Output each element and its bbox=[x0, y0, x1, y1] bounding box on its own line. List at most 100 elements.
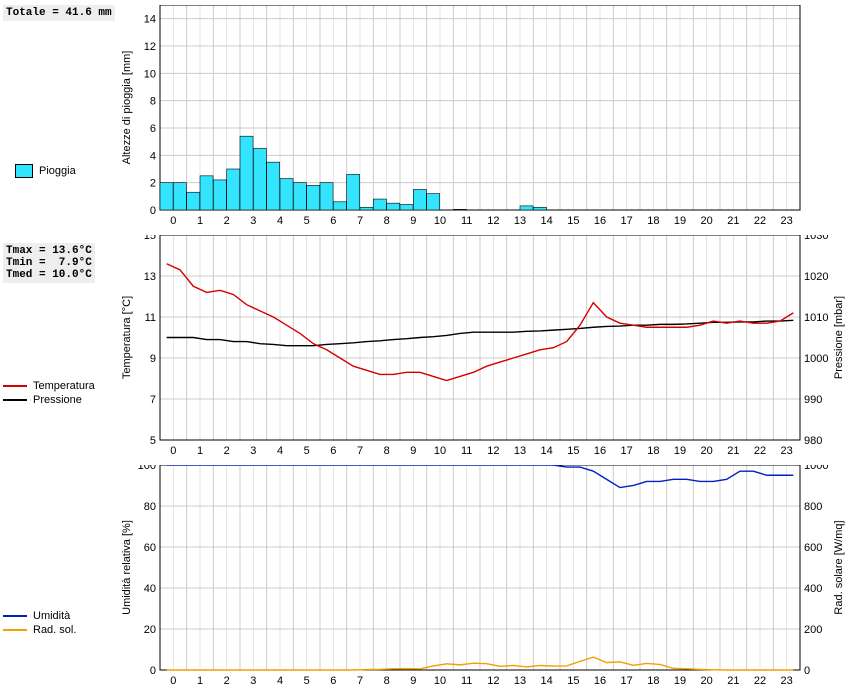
svg-text:4: 4 bbox=[277, 675, 283, 687]
svg-text:2: 2 bbox=[224, 675, 230, 687]
svg-text:40: 40 bbox=[144, 583, 156, 595]
svg-text:14: 14 bbox=[541, 675, 553, 687]
svg-text:0: 0 bbox=[170, 675, 176, 687]
svg-text:80: 80 bbox=[144, 501, 156, 513]
rain-total-label: Totale = 41.6 mm bbox=[3, 5, 115, 21]
svg-text:23: 23 bbox=[781, 675, 793, 687]
svg-text:Temperatura [°C]: Temperatura [°C] bbox=[121, 296, 133, 379]
svg-text:15: 15 bbox=[144, 235, 156, 242]
svg-text:5: 5 bbox=[304, 675, 310, 687]
svg-text:16: 16 bbox=[594, 215, 606, 227]
svg-text:13: 13 bbox=[144, 271, 156, 283]
svg-text:22: 22 bbox=[754, 215, 766, 227]
svg-text:800: 800 bbox=[804, 501, 822, 513]
svg-text:0: 0 bbox=[170, 445, 176, 457]
svg-text:400: 400 bbox=[804, 583, 822, 595]
svg-text:10: 10 bbox=[434, 215, 446, 227]
svg-text:20: 20 bbox=[701, 445, 713, 457]
svg-text:9: 9 bbox=[410, 675, 416, 687]
svg-text:11: 11 bbox=[461, 445, 472, 457]
svg-text:21: 21 bbox=[727, 675, 739, 687]
svg-text:10: 10 bbox=[144, 68, 156, 80]
svg-text:13: 13 bbox=[514, 445, 526, 457]
svg-text:10: 10 bbox=[434, 445, 446, 457]
svg-text:20: 20 bbox=[701, 675, 713, 687]
svg-text:4: 4 bbox=[277, 215, 283, 227]
svg-text:2: 2 bbox=[224, 215, 230, 227]
svg-text:12: 12 bbox=[487, 445, 499, 457]
svg-text:200: 200 bbox=[804, 624, 822, 636]
svg-text:Rad. solare [W/mq]: Rad. solare [W/mq] bbox=[833, 520, 845, 614]
legend-group-humidity-rad: Umidità Rad. sol. bbox=[3, 608, 76, 638]
svg-text:4: 4 bbox=[150, 150, 156, 162]
svg-text:18: 18 bbox=[647, 445, 659, 457]
rain-total-info-box: Totale = 41.6 mm bbox=[3, 5, 115, 21]
svg-text:18: 18 bbox=[647, 215, 659, 227]
temp-stats-label: Tmax = 13.6°C Tmin = 7.9°C Tmed = 10.0°C bbox=[3, 243, 95, 283]
svg-text:8: 8 bbox=[384, 675, 390, 687]
svg-text:14: 14 bbox=[144, 14, 156, 26]
svg-text:0: 0 bbox=[150, 205, 156, 217]
svg-text:5: 5 bbox=[304, 445, 310, 457]
rain-swatch bbox=[15, 164, 33, 178]
svg-text:7: 7 bbox=[357, 445, 363, 457]
svg-text:Altezze di pioggia [mm]: Altezze di pioggia [mm] bbox=[121, 51, 133, 165]
temperature-pressure-chart: 579111315Temperatura [°C]980990100010101… bbox=[120, 235, 850, 458]
svg-text:22: 22 bbox=[754, 445, 766, 457]
svg-text:18: 18 bbox=[647, 675, 659, 687]
svg-text:19: 19 bbox=[674, 445, 686, 457]
legend-item-radiation: Rad. sol. bbox=[3, 624, 76, 636]
rain-chart: 02468101214Altezze di pioggia [mm]012345… bbox=[120, 5, 850, 228]
svg-text:12: 12 bbox=[144, 41, 156, 53]
svg-text:9: 9 bbox=[410, 445, 416, 457]
legend-label-temperature: Temperatura bbox=[33, 380, 95, 392]
svg-text:15: 15 bbox=[567, 675, 579, 687]
svg-text:0: 0 bbox=[150, 665, 156, 677]
svg-text:5: 5 bbox=[304, 215, 310, 227]
svg-text:4: 4 bbox=[277, 445, 283, 457]
legend-group-temp-press: Temperatura Pressione bbox=[3, 378, 95, 408]
svg-text:8: 8 bbox=[150, 96, 156, 108]
svg-text:22: 22 bbox=[754, 675, 766, 687]
temp-stats-info-box: Tmax = 13.6°C Tmin = 7.9°C Tmed = 10.0°C bbox=[3, 243, 95, 283]
svg-text:8: 8 bbox=[384, 445, 390, 457]
svg-text:10: 10 bbox=[434, 675, 446, 687]
svg-text:14: 14 bbox=[541, 215, 553, 227]
svg-text:2: 2 bbox=[150, 178, 156, 190]
svg-text:6: 6 bbox=[330, 445, 336, 457]
svg-text:Umidità relativa [%]: Umidità relativa [%] bbox=[121, 520, 133, 615]
svg-text:2: 2 bbox=[224, 445, 230, 457]
svg-text:7: 7 bbox=[357, 215, 363, 227]
svg-text:8: 8 bbox=[384, 215, 390, 227]
svg-text:7: 7 bbox=[150, 394, 156, 406]
svg-text:990: 990 bbox=[804, 394, 822, 406]
svg-text:20: 20 bbox=[701, 215, 713, 227]
svg-text:20: 20 bbox=[144, 624, 156, 636]
humidity-swatch bbox=[3, 615, 27, 617]
weather-charts-page: { "canvas": { "width": 860, "height": 69… bbox=[0, 0, 860, 690]
svg-text:980: 980 bbox=[804, 435, 822, 447]
svg-text:16: 16 bbox=[594, 445, 606, 457]
svg-text:16: 16 bbox=[594, 675, 606, 687]
svg-text:17: 17 bbox=[621, 675, 633, 687]
pressure-swatch bbox=[3, 399, 27, 401]
svg-text:1000: 1000 bbox=[804, 353, 828, 365]
legend-item-rain: Pioggia bbox=[15, 164, 76, 178]
svg-text:0: 0 bbox=[170, 215, 176, 227]
svg-text:7: 7 bbox=[357, 675, 363, 687]
svg-text:1030: 1030 bbox=[804, 235, 828, 242]
svg-text:14: 14 bbox=[541, 445, 553, 457]
svg-text:6: 6 bbox=[150, 123, 156, 135]
legend-item-temperature: Temperatura bbox=[3, 380, 95, 392]
legend-label-rain: Pioggia bbox=[39, 165, 76, 177]
svg-text:1: 1 bbox=[197, 445, 203, 457]
svg-text:5: 5 bbox=[150, 435, 156, 447]
svg-text:13: 13 bbox=[514, 675, 526, 687]
svg-text:1010: 1010 bbox=[804, 312, 828, 324]
svg-text:9: 9 bbox=[410, 215, 416, 227]
svg-text:21: 21 bbox=[727, 445, 739, 457]
humidity-radiation-chart: 020406080100Umidità relativa [%]02004006… bbox=[120, 465, 850, 688]
legend-item-humidity: Umidità bbox=[3, 610, 76, 622]
legend-label-radiation: Rad. sol. bbox=[33, 624, 76, 636]
legend-label-humidity: Umidità bbox=[33, 610, 70, 622]
